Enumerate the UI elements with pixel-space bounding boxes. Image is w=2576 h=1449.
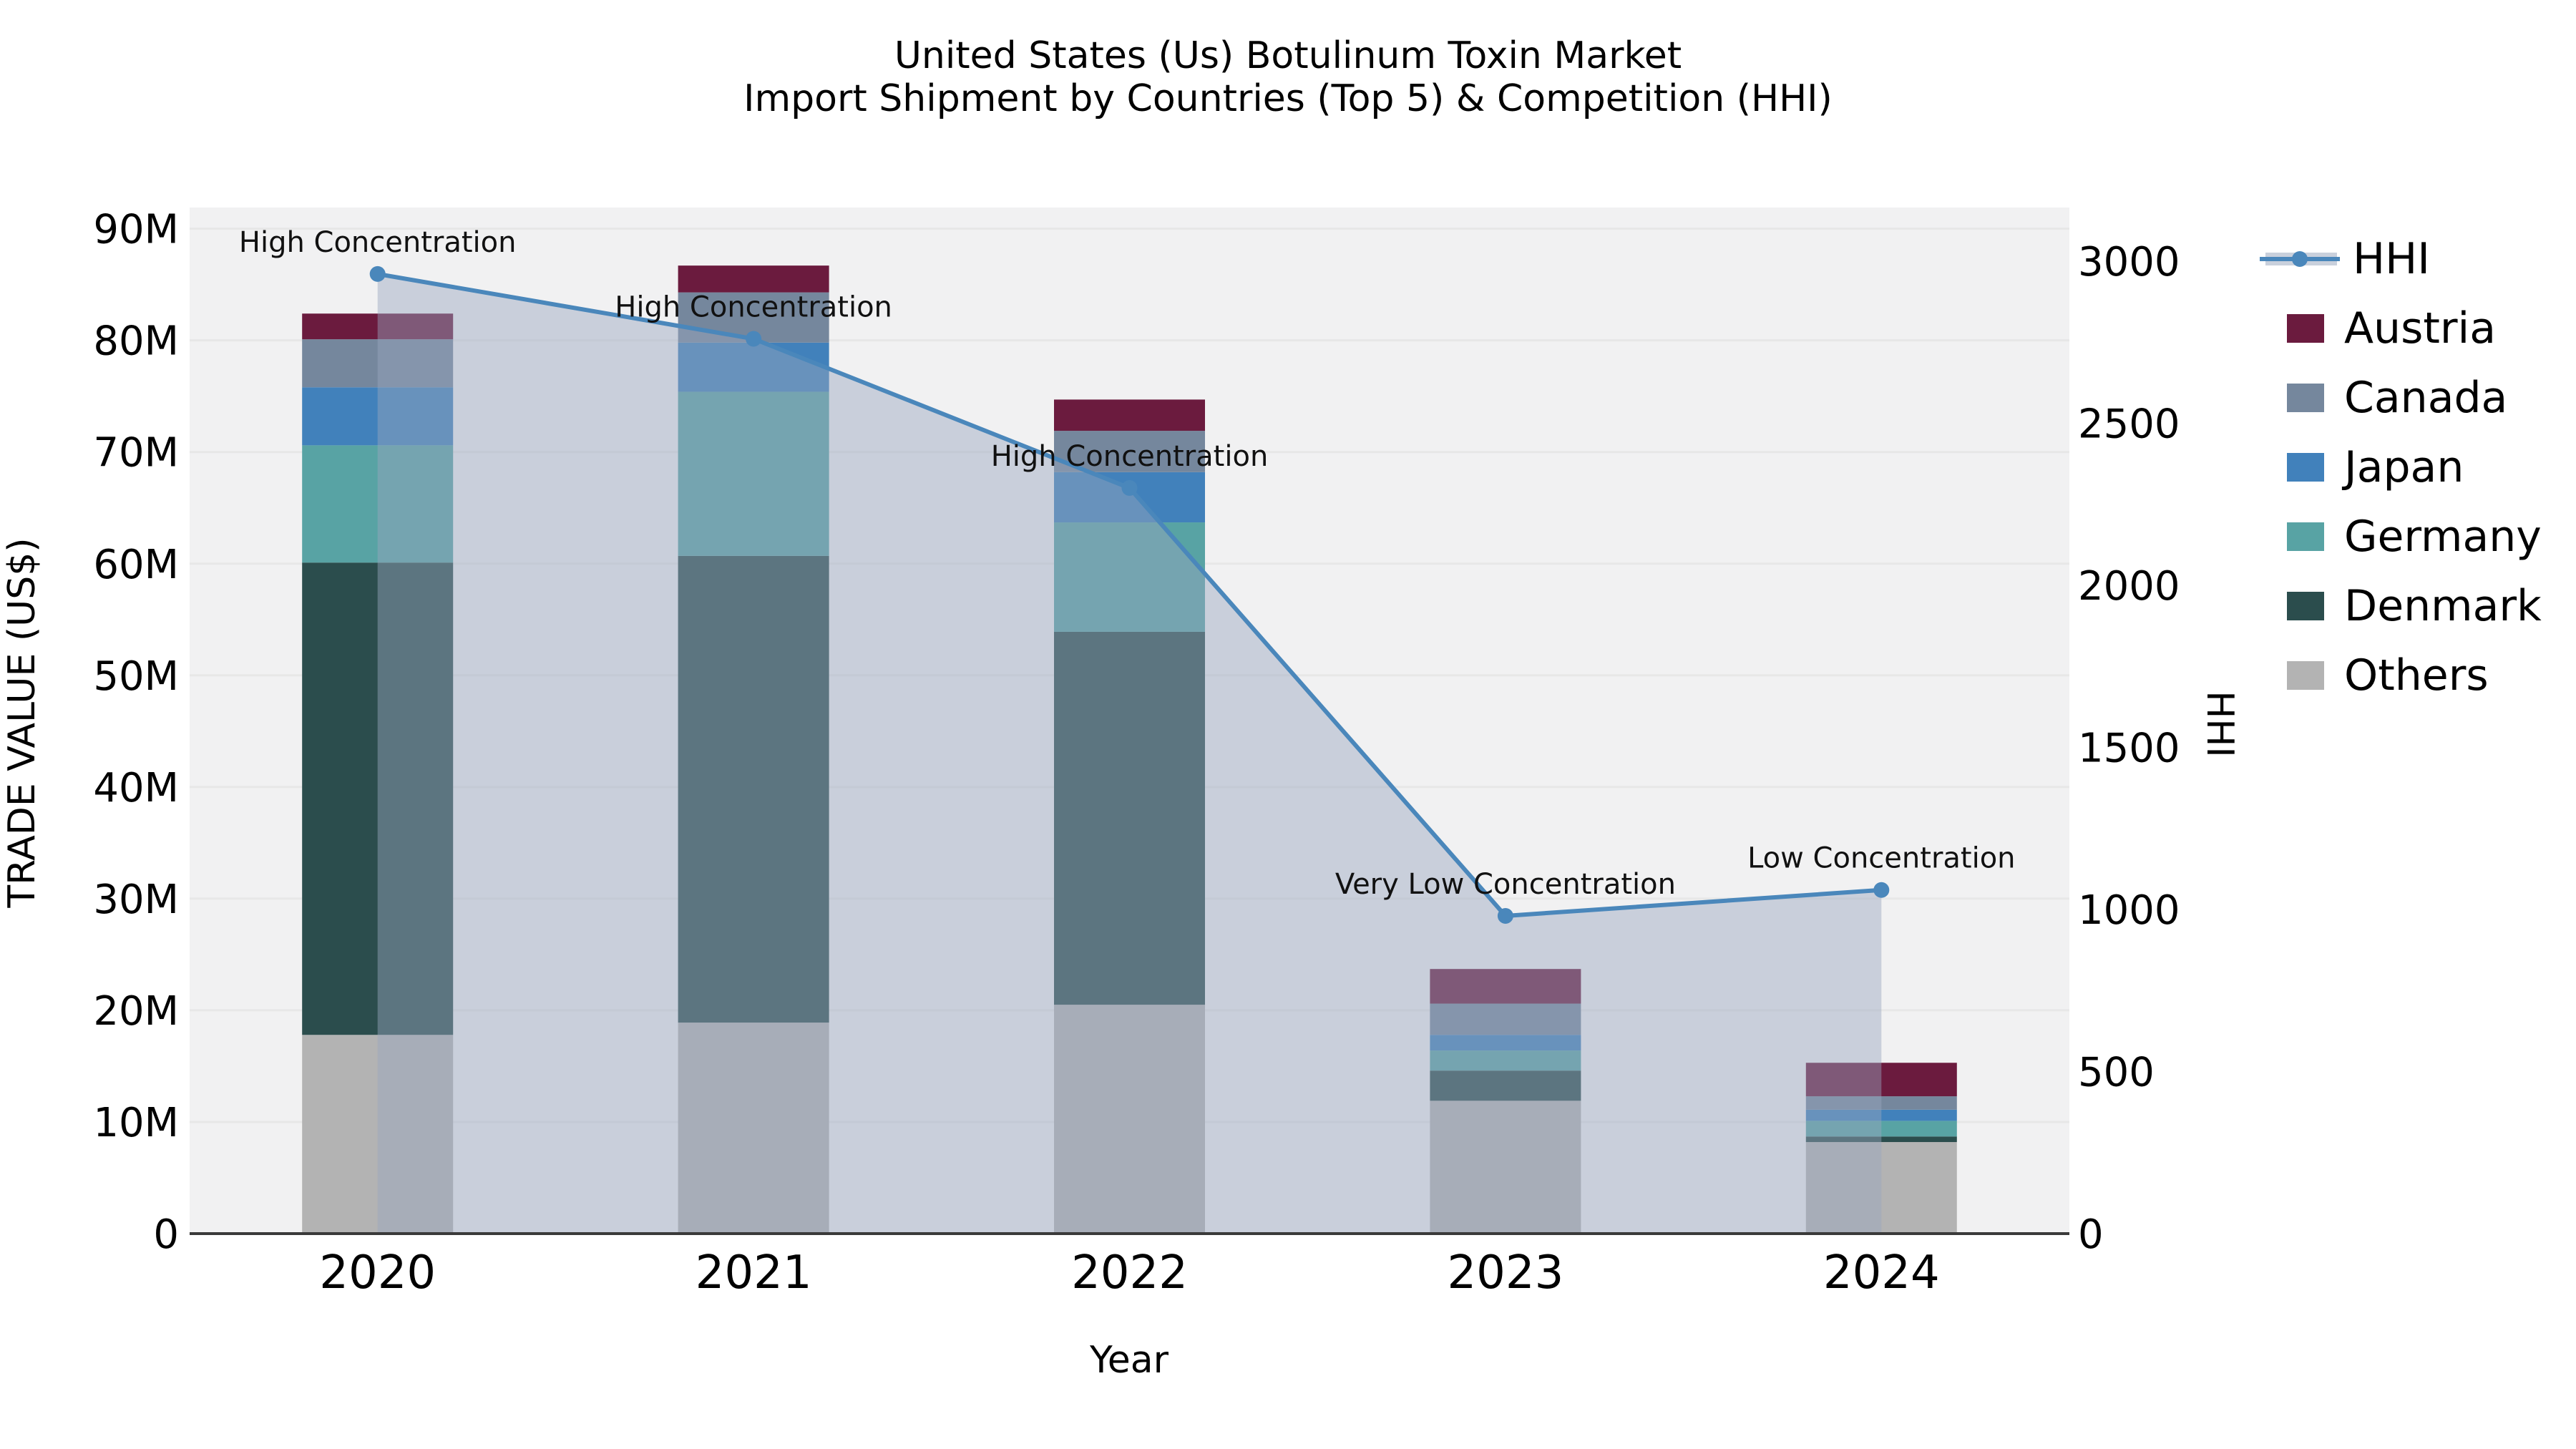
right-tick-1000: 1000 [2078, 887, 2180, 934]
legend-swatch-japan [2287, 453, 2324, 482]
bar-segment-2020-austria [302, 313, 454, 340]
bar-segment-2022-germany [1054, 522, 1205, 632]
annotation-2021: High Concentration [615, 291, 892, 323]
left-tick-60M: 60M [93, 542, 179, 588]
legend-label-japan: Japan [2341, 442, 2464, 492]
bar-segment-2024-denmark [1805, 1136, 1957, 1143]
bar-segment-2022-others [1054, 1005, 1205, 1234]
right-tick-3000: 3000 [2078, 239, 2180, 286]
y-axis-title-left: TRADE VALUE (US$) [1, 537, 44, 908]
x-tick-2021: 2021 [696, 1246, 812, 1299]
x-tick-2022: 2022 [1071, 1246, 1188, 1299]
legend-label-denmark: Denmark [2344, 581, 2542, 631]
bar-segment-2024-austria [1805, 1063, 1957, 1097]
legend-label-others: Others [2344, 650, 2489, 701]
bar-segment-2020-japan [302, 387, 454, 446]
bar-segment-2021-japan [678, 342, 829, 392]
x-tick-2020: 2020 [319, 1246, 436, 1299]
bar-segment-2023-austria [1430, 969, 1581, 1004]
left-tick-70M: 70M [93, 430, 179, 477]
left-tick-30M: 30M [93, 877, 179, 923]
bar-segment-2024-canada [1805, 1096, 1957, 1110]
legend-label-austria: Austria [2344, 303, 2496, 353]
left-tick-20M: 20M [93, 988, 179, 1035]
chart-title: United States (Us) Botulinum Toxin Marke… [894, 34, 1682, 77]
chart-subtitle: Import Shipment by Countries (Top 5) & C… [743, 77, 1833, 120]
left-tick-10M: 10M [93, 1100, 179, 1146]
bar-segment-2024-japan [1805, 1109, 1957, 1121]
bar-segment-2022-austria [1054, 399, 1205, 431]
hhi-marker-2021 [746, 331, 762, 347]
legend-label-hhi: HHI [2353, 234, 2430, 284]
legend-hhi-marker [2292, 251, 2308, 267]
hhi-area [377, 273, 1882, 1234]
bar-segment-2023-canada [1430, 1003, 1581, 1035]
legend-swatch-others [2287, 661, 2324, 690]
right-tick-2500: 2500 [2078, 401, 2180, 447]
left-tick-40M: 40M [93, 765, 179, 811]
x-tick-2023: 2023 [1447, 1246, 1563, 1299]
legend-swatch-germany [2287, 522, 2324, 551]
y-axis-title-right: HHI [2198, 691, 2241, 758]
left-tick-0: 0 [153, 1211, 179, 1258]
bar-segment-2023-japan [1430, 1035, 1581, 1051]
legend: HHI Austria Canada Japan Germany Denmark Other… [2260, 234, 2542, 701]
right-tick-500: 500 [2078, 1049, 2155, 1096]
legend-label-germany: Germany [2344, 512, 2542, 562]
hhi-marker-2022 [1121, 479, 1138, 496]
bar-segment-2023-germany [1430, 1050, 1581, 1071]
bar-segment-2023-others [1430, 1101, 1581, 1234]
legend-swatch-denmark [2287, 592, 2324, 620]
legend-swatch-canada [2287, 384, 2324, 412]
left-tick-90M: 90M [93, 207, 179, 253]
bar-segment-2024-others [1805, 1142, 1957, 1234]
bar-segment-2021-denmark [678, 555, 829, 1023]
annotation-2022: High Concentration [991, 440, 1269, 473]
bar-segment-2024-germany [1805, 1121, 1957, 1137]
legend-label-canada: Canada [2344, 373, 2507, 423]
bar-segment-2023-denmark [1430, 1070, 1581, 1101]
annotation-2024: Low Concentration [1747, 842, 2015, 875]
bar-segment-2020-canada [302, 339, 454, 388]
x-axis-title: Year [1089, 1339, 1169, 1382]
bar-segment-2022-canada [1054, 431, 1205, 472]
right-tick-2000: 2000 [2078, 563, 2180, 610]
left-tick-50M: 50M [93, 653, 179, 700]
bar-segment-2020-others [302, 1035, 454, 1234]
x-tick-2024: 2024 [1823, 1246, 1940, 1299]
bar-segment-2021-others [678, 1023, 829, 1234]
right-tick-1500: 1500 [2078, 725, 2180, 771]
legend-swatch-austria [2287, 314, 2324, 343]
hhi-marker-2023 [1497, 907, 1513, 924]
left-tick-80M: 80M [93, 318, 179, 365]
hhi-marker-2024 [1873, 882, 1890, 898]
right-tick-0: 0 [2078, 1211, 2104, 1258]
annotation-2020: High Concentration [239, 226, 517, 259]
annotation-2023: Very Low Concentration [1335, 868, 1676, 901]
bar-segment-2021-austria [678, 265, 829, 293]
bar-segment-2021-germany [678, 391, 829, 556]
bar-segment-2020-denmark [302, 562, 454, 1035]
bar-segment-2022-denmark [1054, 631, 1205, 1005]
plot-area: High Concentration High Concentration High… [93, 207, 2180, 1299]
hhi-marker-2020 [369, 265, 386, 282]
bar-segment-2020-germany [302, 445, 454, 563]
